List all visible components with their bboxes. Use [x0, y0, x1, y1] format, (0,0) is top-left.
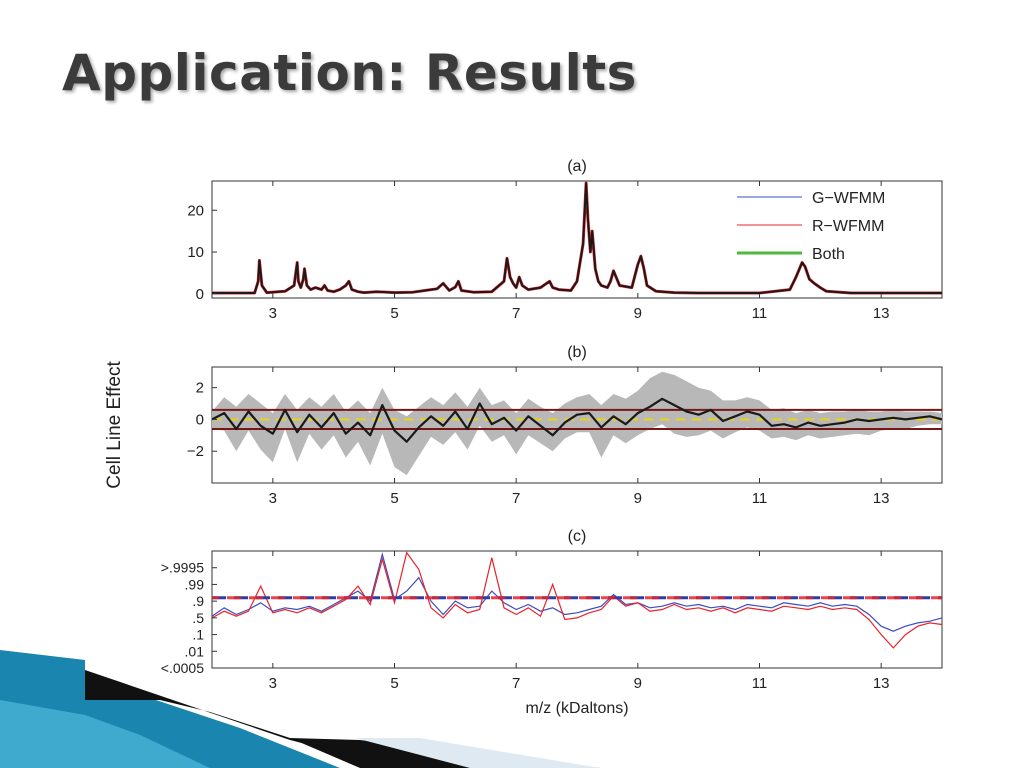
legend-label: Both [812, 246, 845, 263]
x-tick-label: 11 [752, 675, 768, 692]
x-tick-label: 9 [634, 305, 642, 322]
y-tick-label: .1 [192, 627, 204, 643]
y-tick-label: 0 [196, 286, 204, 303]
plot-frame [211, 550, 943, 669]
y-tick-label: −2 [187, 443, 204, 460]
x-tick-label: 13 [873, 305, 890, 322]
y-tick-label: 20 [187, 202, 204, 219]
legend-label: R−WFMM [812, 218, 884, 235]
series-line-mean [212, 182, 942, 294]
plot-area [212, 181, 942, 295]
x-tick-label: 3 [269, 305, 277, 322]
chart-a: (a) 3 5 7 9 11 13 0 10 20 G−WFMM R−WFMM Both [187, 158, 943, 322]
y-tick-label: <.0005 [161, 660, 204, 676]
y-tick-label: .9 [192, 593, 204, 609]
legend-label: G−WFMM [812, 190, 885, 207]
x-tick-label: 3 [269, 490, 277, 507]
chart-a-title: (a) [567, 158, 587, 175]
x-tick-label: 7 [512, 305, 520, 322]
chart-b-title: (b) [567, 344, 587, 361]
series-line-r-wfmm [212, 551, 942, 649]
x-tick-label: 7 [512, 675, 520, 692]
x-tick-label: 5 [390, 490, 398, 507]
plot-area [212, 551, 942, 649]
chart-c: (c) 3 5 7 9 11 13 <.0005.01.1.5.9.99>.9995 m/z (… [161, 528, 943, 717]
y-tick-label: .01 [185, 643, 205, 659]
x-tick-label: 13 [873, 490, 890, 507]
x-tick-label: 5 [390, 305, 398, 322]
x-axis-label: m/z (kDaltons) [525, 700, 628, 717]
slide-title: Application: Results [62, 44, 637, 102]
chart-b: (b) 3 5 7 9 11 13 −2 0 2 Cell Line Effect [104, 344, 943, 507]
y-tick-label: >.9995 [161, 560, 204, 576]
y-axis-label: Cell Line Effect [104, 361, 125, 489]
y-tick-label: 10 [187, 244, 204, 261]
x-tick-label: 7 [512, 490, 520, 507]
y-tick-label: 2 [196, 380, 204, 397]
x-tick-label: 13 [873, 675, 890, 692]
series-line-g-wfmm [212, 551, 942, 632]
x-tick-label: 5 [390, 675, 398, 692]
x-tick-label: 11 [752, 305, 768, 322]
x-tick-label: 3 [269, 675, 277, 692]
chart-c-title: (c) [568, 528, 587, 545]
x-tick-label: 11 [752, 490, 768, 507]
x-tick-label: 9 [634, 490, 642, 507]
legend: G−WFMM R−WFMM Both [737, 190, 885, 263]
confidence-band [212, 371, 942, 476]
x-tick-label: 9 [634, 675, 642, 692]
y-tick-label: .5 [192, 610, 204, 626]
y-tick-label: 0 [196, 411, 204, 428]
plot-area [212, 371, 942, 476]
y-tick-label: .99 [185, 576, 205, 592]
effect-line [212, 397, 942, 443]
